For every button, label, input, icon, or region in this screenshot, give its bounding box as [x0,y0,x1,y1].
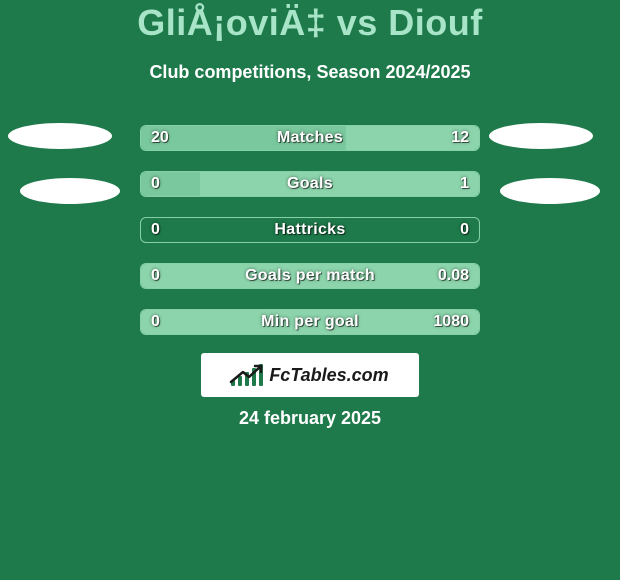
stat-row: 2012Matches [140,125,480,151]
stat-label: Hattricks [141,218,479,242]
stat-row: 00Hattricks [140,217,480,243]
stat-label: Min per goal [141,310,479,334]
date-label: 24 february 2025 [0,408,620,429]
stat-row: 00.08Goals per match [140,263,480,289]
stat-label: Goals [141,172,479,196]
trend-arrow-icon [229,364,265,384]
stat-label: Goals per match [141,264,479,288]
avatar-placeholder [500,178,600,204]
page-title: GliÅ¡oviÄ‡ vs Diouf [0,2,620,44]
avatar-placeholder [489,123,593,149]
subtitle: Club competitions, Season 2024/2025 [0,62,620,83]
avatar-placeholder [20,178,120,204]
fctables-logo[interactable]: FcTables.com [201,353,419,397]
chart-bars-icon [231,364,263,386]
stat-row: 01Goals [140,171,480,197]
logo-text: FcTables.com [269,365,388,386]
avatar-placeholder [8,123,112,149]
stat-row: 01080Min per goal [140,309,480,335]
stat-label: Matches [141,126,479,150]
